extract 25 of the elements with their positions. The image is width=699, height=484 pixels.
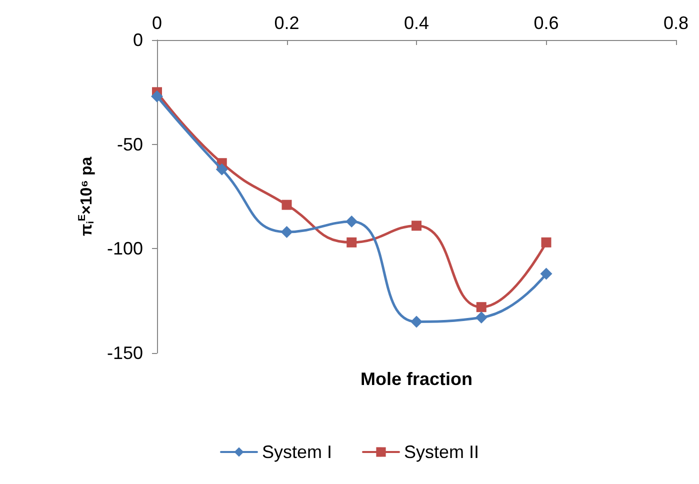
- point: [412, 220, 422, 231]
- x-tick-label: 0.6: [534, 13, 559, 33]
- point: [346, 216, 358, 228]
- point: [216, 163, 228, 176]
- point: [346, 237, 357, 248]
- y-tick-label: -50: [116, 134, 143, 154]
- x-tick-label: 0.8: [663, 13, 689, 33]
- point: [410, 316, 422, 328]
- point: [475, 312, 488, 324]
- point: [280, 226, 293, 238]
- point: [541, 237, 552, 248]
- y-tick-label: -150: [106, 343, 143, 363]
- x-tick-label: 0.2: [274, 13, 300, 33]
- legend-label: System I: [262, 442, 332, 462]
- point: [476, 302, 486, 312]
- y-tick-label: 0: [132, 30, 143, 50]
- point: [540, 268, 552, 280]
- point: [282, 200, 292, 210]
- y-axis-title: πiE×10⁶ pa: [77, 156, 97, 236]
- x-tick-label: 0.4: [404, 13, 430, 33]
- y-tick-label: -100: [106, 238, 143, 259]
- x-tick-label: 0: [152, 13, 162, 33]
- legend-label: System II: [404, 442, 480, 462]
- x-axis-title: Mole fraction: [360, 369, 473, 389]
- point: [151, 90, 163, 102]
